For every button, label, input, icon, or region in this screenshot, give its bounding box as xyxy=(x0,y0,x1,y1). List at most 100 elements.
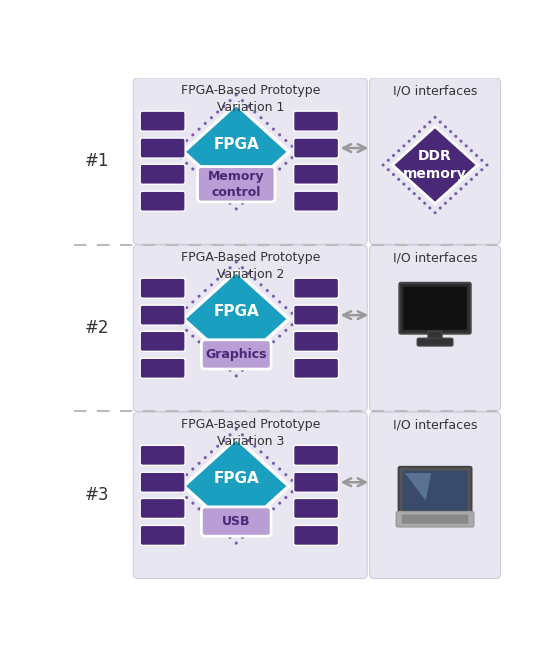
Circle shape xyxy=(392,154,395,157)
FancyBboxPatch shape xyxy=(294,499,339,519)
Circle shape xyxy=(228,202,232,205)
Circle shape xyxy=(260,519,262,522)
Circle shape xyxy=(173,317,176,320)
Circle shape xyxy=(210,283,213,287)
Circle shape xyxy=(465,183,468,186)
Circle shape xyxy=(253,111,256,114)
Circle shape xyxy=(216,445,219,448)
FancyBboxPatch shape xyxy=(417,338,453,346)
Text: USB: USB xyxy=(222,515,251,528)
Circle shape xyxy=(266,122,269,125)
Circle shape xyxy=(222,363,226,366)
FancyBboxPatch shape xyxy=(369,78,501,244)
Circle shape xyxy=(253,278,256,281)
Circle shape xyxy=(222,196,226,199)
FancyBboxPatch shape xyxy=(399,467,471,515)
Circle shape xyxy=(173,484,176,488)
Circle shape xyxy=(222,105,226,108)
Circle shape xyxy=(433,211,437,214)
Circle shape xyxy=(423,202,426,205)
Circle shape xyxy=(284,162,287,165)
Circle shape xyxy=(234,374,238,378)
FancyBboxPatch shape xyxy=(140,473,185,492)
FancyBboxPatch shape xyxy=(140,305,185,325)
Circle shape xyxy=(460,140,462,143)
FancyBboxPatch shape xyxy=(133,78,367,244)
Circle shape xyxy=(428,120,431,124)
Circle shape xyxy=(179,312,182,315)
Circle shape xyxy=(272,508,275,510)
Circle shape xyxy=(455,135,457,138)
Circle shape xyxy=(179,479,182,482)
Circle shape xyxy=(228,434,232,436)
Circle shape xyxy=(291,312,294,315)
FancyBboxPatch shape xyxy=(294,473,339,492)
FancyBboxPatch shape xyxy=(202,507,271,536)
FancyBboxPatch shape xyxy=(294,191,339,211)
Circle shape xyxy=(272,294,275,298)
Circle shape xyxy=(241,266,244,269)
Circle shape xyxy=(198,173,201,176)
Text: I/O interfaces: I/O interfaces xyxy=(393,252,477,265)
Circle shape xyxy=(284,306,287,309)
Circle shape xyxy=(418,197,421,200)
Polygon shape xyxy=(184,271,289,367)
Circle shape xyxy=(222,439,226,442)
Circle shape xyxy=(278,168,281,170)
Circle shape xyxy=(253,358,256,361)
Circle shape xyxy=(266,456,269,459)
Circle shape xyxy=(439,120,442,124)
Text: FPGA: FPGA xyxy=(213,471,259,486)
Circle shape xyxy=(475,154,478,157)
Circle shape xyxy=(241,434,244,436)
Circle shape xyxy=(179,156,182,159)
FancyBboxPatch shape xyxy=(294,111,339,131)
Circle shape xyxy=(260,185,262,188)
FancyBboxPatch shape xyxy=(428,332,442,341)
Circle shape xyxy=(216,190,219,193)
Circle shape xyxy=(204,179,207,182)
FancyBboxPatch shape xyxy=(202,340,271,369)
Circle shape xyxy=(247,272,250,275)
Circle shape xyxy=(179,145,182,148)
Circle shape xyxy=(216,358,219,361)
Circle shape xyxy=(291,156,294,159)
Circle shape xyxy=(198,127,201,131)
Text: FPGA-Based Prototype
Variation 1: FPGA-Based Prototype Variation 1 xyxy=(180,84,320,114)
Text: Graphics: Graphics xyxy=(206,348,267,361)
FancyBboxPatch shape xyxy=(133,245,367,411)
Circle shape xyxy=(266,289,269,292)
Circle shape xyxy=(234,261,238,263)
Circle shape xyxy=(191,335,194,337)
Circle shape xyxy=(284,139,287,142)
Circle shape xyxy=(291,145,294,148)
Circle shape xyxy=(260,450,262,454)
Circle shape xyxy=(272,127,275,131)
Circle shape xyxy=(234,207,238,211)
FancyBboxPatch shape xyxy=(402,515,468,524)
Circle shape xyxy=(198,508,201,510)
Circle shape xyxy=(291,490,294,493)
Circle shape xyxy=(392,173,395,176)
Circle shape xyxy=(253,190,256,193)
Circle shape xyxy=(291,323,294,326)
FancyBboxPatch shape xyxy=(140,191,185,211)
Circle shape xyxy=(387,168,390,172)
Circle shape xyxy=(284,496,287,499)
Circle shape xyxy=(253,445,256,448)
Circle shape xyxy=(204,346,207,349)
FancyBboxPatch shape xyxy=(396,512,474,527)
Circle shape xyxy=(247,363,250,366)
FancyBboxPatch shape xyxy=(198,166,275,202)
Circle shape xyxy=(228,266,232,269)
Circle shape xyxy=(382,163,385,166)
Circle shape xyxy=(228,369,232,372)
FancyBboxPatch shape xyxy=(140,111,185,131)
Circle shape xyxy=(216,111,219,114)
Circle shape xyxy=(204,513,207,516)
Circle shape xyxy=(272,340,275,343)
Circle shape xyxy=(204,456,207,459)
Circle shape xyxy=(418,130,421,133)
Circle shape xyxy=(449,130,452,133)
Circle shape xyxy=(480,159,483,162)
